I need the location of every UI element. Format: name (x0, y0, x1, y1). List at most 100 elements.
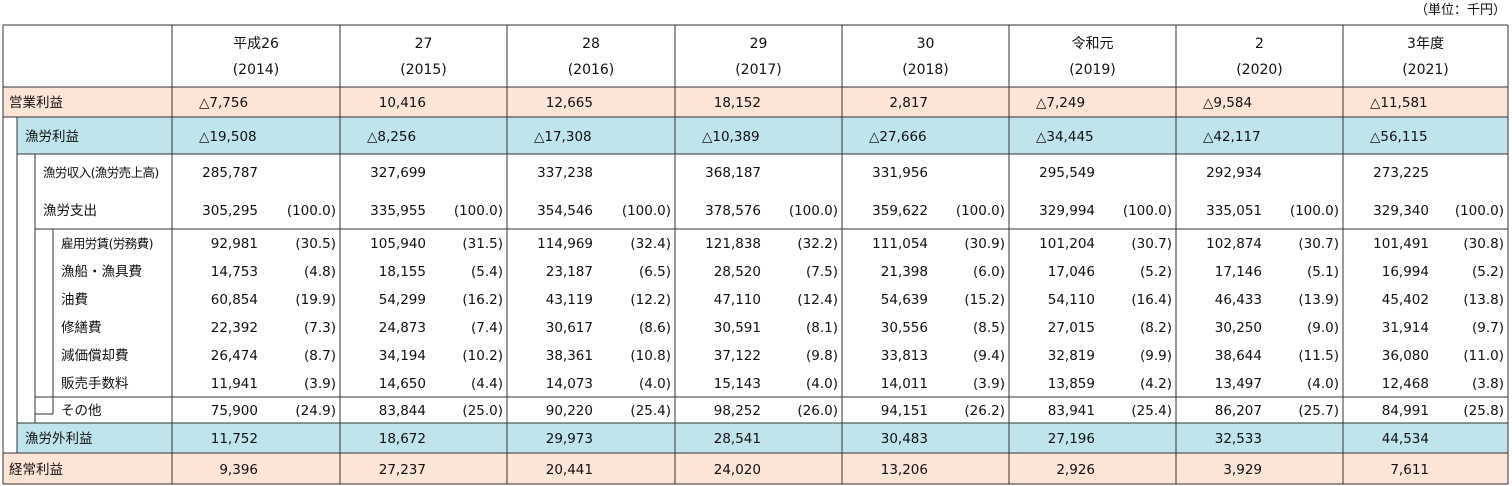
cell-value: 11,752 (211, 431, 258, 447)
cell-value: 273,225 (1373, 165, 1429, 181)
cell-value: 23,187 (546, 264, 593, 280)
cell-value: 32,819 (1048, 348, 1095, 364)
cell-value: 94,151 (881, 403, 928, 419)
cell-value: △34,445 (1036, 129, 1094, 145)
cell-percent: (11.5) (1298, 348, 1339, 364)
cell-value: 33,813 (881, 348, 928, 364)
cell-value: 36,080 (1382, 348, 1429, 364)
cell-value: 24,873 (379, 320, 426, 336)
row-label: 漁労収入(漁労売上高) (43, 165, 159, 180)
cell-value: 368,187 (705, 165, 761, 181)
cell-value: 17,146 (1215, 264, 1262, 280)
cell-percent: (25.7) (1298, 403, 1339, 419)
cell-value: △19,508 (199, 129, 257, 145)
cell-value: 83,941 (1048, 403, 1095, 419)
cell-value: 2,926 (1056, 462, 1095, 478)
cell-percent: (25.0) (462, 403, 503, 419)
cell-percent: (19.9) (295, 292, 336, 308)
cell-value: 331,956 (872, 165, 928, 181)
header-era: 平成26 (233, 36, 279, 52)
row-label: 販売手数料 (61, 376, 129, 392)
cell-value: 83,844 (379, 403, 426, 419)
cell-value: 121,838 (705, 236, 761, 252)
cell-percent: (30.7) (1298, 236, 1339, 252)
cell-value: 354,546 (537, 203, 593, 219)
cell-value: 12,468 (1382, 376, 1429, 392)
cell-percent: (25.4) (630, 403, 671, 419)
row-label: 修繕費 (61, 319, 102, 336)
cell-percent: (4.0) (639, 376, 671, 392)
row-label: 油費 (61, 292, 88, 308)
header-year: (2015) (400, 62, 447, 78)
cell-percent: (11.0) (1463, 348, 1504, 364)
cell-percent: (12.2) (630, 292, 671, 308)
cell-percent: (6.0) (973, 264, 1005, 280)
cell-value: 30,556 (881, 320, 928, 336)
header-era: 30 (917, 36, 935, 52)
cell-value: 28,520 (714, 264, 761, 280)
cell-value: 15,143 (714, 376, 761, 392)
cell-percent: (26.2) (964, 403, 1005, 419)
cell-value: 45,402 (1382, 292, 1429, 308)
cell-percent: (16.4) (1131, 292, 1172, 308)
cell-value: 14,011 (881, 376, 928, 392)
cell-value: 30,483 (881, 431, 928, 447)
cell-value: 329,340 (1373, 203, 1429, 219)
cell-percent: (5.1) (1307, 264, 1339, 280)
cell-percent: (8.7) (304, 348, 336, 364)
cell-value: 27,015 (1048, 320, 1095, 336)
row-label: 減価償却費 (61, 347, 129, 364)
cell-value: 38,644 (1215, 348, 1262, 364)
cell-percent: (7.3) (304, 320, 336, 336)
cell-percent: (4.2) (1140, 376, 1172, 392)
cell-value: △42,117 (1203, 129, 1261, 145)
cell-value: 27,196 (1048, 431, 1095, 447)
cell-percent: (100.0) (1290, 203, 1339, 219)
cell-value: 102,874 (1206, 236, 1262, 252)
cell-value: 3,929 (1223, 462, 1262, 478)
header-era: 3年度 (1407, 36, 1444, 52)
unit-note: （単位：千円） (1415, 2, 1506, 18)
cell-value: 111,054 (872, 236, 928, 252)
cell-value: 20,441 (546, 462, 593, 478)
cell-value: 13,859 (1048, 376, 1095, 392)
cell-value: 105,940 (370, 236, 426, 252)
cell-value: 32,533 (1215, 431, 1262, 447)
header-year: (2016) (568, 62, 615, 78)
cell-percent: (15.2) (964, 292, 1005, 308)
cell-value: 18,672 (379, 431, 426, 447)
cell-percent: (4.4) (471, 376, 503, 392)
cell-percent: (13.9) (1298, 292, 1339, 308)
cell-percent: (3.8) (1472, 376, 1504, 392)
cell-value: △7,756 (199, 95, 248, 111)
cell-value: 54,110 (1048, 292, 1095, 308)
cell-value: 18,155 (379, 264, 426, 280)
cell-value: 46,433 (1215, 292, 1262, 308)
cell-value: 84,991 (1382, 403, 1429, 419)
row-label: 雇用労賃(労務費) (61, 236, 153, 251)
cell-value: △11,581 (1370, 95, 1428, 111)
cell-percent: (5.2) (1140, 264, 1172, 280)
cell-percent: (5.2) (1472, 264, 1504, 280)
header-year: (2018) (902, 62, 949, 78)
cell-value: 38,361 (546, 348, 593, 364)
cell-percent: (30.8) (1463, 236, 1504, 252)
cell-value: 22,392 (211, 320, 258, 336)
cell-value: 54,299 (379, 292, 426, 308)
cell-percent: (32.4) (630, 236, 671, 252)
cell-percent: (5.4) (471, 264, 503, 280)
cell-percent: (25.4) (1131, 403, 1172, 419)
header-era: 28 (582, 36, 600, 52)
cell-value: 37,122 (714, 348, 761, 364)
cell-percent: (3.9) (973, 376, 1005, 392)
cell-value: 29,973 (546, 431, 593, 447)
cell-value: 9,396 (219, 462, 258, 478)
cell-percent: (12.4) (797, 292, 838, 308)
cell-value: △8,256 (367, 129, 416, 145)
cell-value: 7,611 (1390, 462, 1429, 478)
cell-percent: (32.2) (797, 236, 838, 252)
cell-value: 44,534 (1382, 431, 1429, 447)
cell-value: 378,576 (705, 203, 761, 219)
cell-percent: (30.7) (1131, 236, 1172, 252)
